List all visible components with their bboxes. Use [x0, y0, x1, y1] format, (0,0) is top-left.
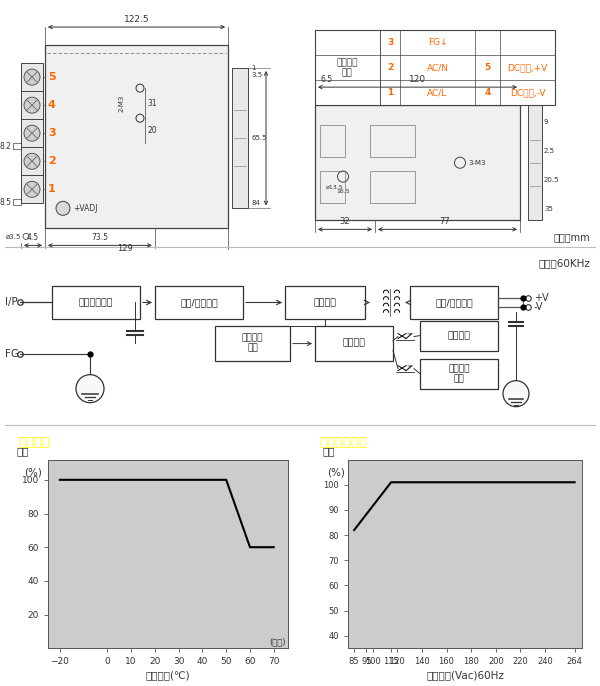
Text: 4: 4 — [484, 88, 491, 97]
Bar — [215, 326, 290, 361]
Bar — [21, 91, 43, 119]
Text: AC/N: AC/N — [427, 63, 449, 72]
Bar — [315, 30, 555, 105]
Bar — [320, 125, 345, 157]
Text: 84: 84 — [251, 200, 260, 206]
Text: 16.5: 16.5 — [336, 189, 350, 193]
Text: 端子接續
說明: 端子接續 說明 — [336, 58, 358, 78]
Text: 32: 32 — [340, 217, 350, 226]
Text: +VADJ: +VADJ — [73, 204, 97, 213]
Text: 4.5: 4.5 — [27, 233, 39, 242]
Text: 切換電路: 切換電路 — [314, 298, 337, 307]
Text: 2.5: 2.5 — [544, 148, 555, 154]
Bar — [285, 287, 365, 318]
Text: +V: +V — [534, 293, 548, 303]
Bar — [420, 320, 498, 351]
Circle shape — [24, 181, 40, 198]
Text: 控制電路: 控制電路 — [343, 339, 365, 348]
Bar — [320, 171, 345, 203]
Text: 整流/濾波回路: 整流/濾波回路 — [180, 298, 218, 307]
Bar — [45, 45, 228, 228]
Text: DC輸出,-V: DC輸出,-V — [510, 88, 545, 97]
Text: 5: 5 — [48, 72, 56, 82]
Bar — [315, 326, 393, 361]
Text: 電抗濾波回路: 電抗濾波回路 — [79, 298, 113, 307]
Text: FG: FG — [5, 348, 19, 359]
Text: 過壓保護
電路: 過壓保護 電路 — [448, 364, 470, 383]
Text: 負載: 負載 — [322, 446, 335, 456]
Text: 靜態特性曲線: 靜態特性曲線 — [320, 436, 368, 449]
Text: (%): (%) — [327, 467, 345, 477]
Text: 31: 31 — [147, 99, 157, 108]
Circle shape — [76, 375, 104, 403]
Text: ø3.5: ø3.5 — [5, 233, 21, 239]
Text: 65.5: 65.5 — [251, 135, 266, 141]
Text: 3.5: 3.5 — [251, 72, 262, 78]
Circle shape — [24, 69, 40, 85]
Text: 35: 35 — [544, 206, 553, 212]
Text: AC/L: AC/L — [427, 88, 448, 97]
Text: 8.2: 8.2 — [0, 142, 11, 151]
Text: 尺寸：mm: 尺寸：mm — [553, 233, 590, 242]
Text: I/P: I/P — [5, 298, 18, 307]
Text: 被測電路: 被測電路 — [448, 331, 470, 340]
X-axis label: 環境溫度(℃): 環境溫度(℃) — [146, 670, 190, 681]
Bar — [315, 105, 520, 220]
Text: 20.5: 20.5 — [544, 177, 560, 183]
Bar — [370, 125, 415, 157]
Text: 6.5: 6.5 — [321, 75, 333, 84]
Text: 8.5: 8.5 — [0, 198, 11, 206]
Text: -V: -V — [534, 303, 544, 312]
Bar — [21, 119, 43, 147]
Text: 20: 20 — [147, 126, 157, 134]
Text: (%): (%) — [24, 467, 42, 477]
Bar — [21, 175, 43, 203]
Text: 3: 3 — [387, 38, 393, 47]
Text: 122.5: 122.5 — [124, 15, 149, 24]
Circle shape — [24, 97, 40, 113]
Bar — [21, 147, 43, 175]
Text: 1: 1 — [48, 185, 56, 194]
Text: 2-M3: 2-M3 — [119, 95, 125, 112]
Text: 整流/濾波電路: 整流/濾波電路 — [435, 298, 473, 307]
Text: DC輸出,+V: DC輸出,+V — [508, 63, 548, 72]
Text: 2: 2 — [48, 156, 56, 166]
Bar — [410, 287, 498, 318]
Text: 過載保護
電路: 過載保護 電路 — [242, 333, 263, 353]
Bar — [155, 287, 243, 318]
Bar — [13, 143, 21, 150]
Text: 頻率：60KHz: 頻率：60KHz — [538, 259, 590, 268]
Bar — [13, 200, 21, 205]
Text: 120: 120 — [409, 75, 426, 84]
Text: 2: 2 — [387, 63, 393, 72]
Bar — [420, 359, 498, 389]
Text: 3: 3 — [48, 128, 56, 138]
Text: 3-M3: 3-M3 — [468, 160, 485, 166]
Text: 129: 129 — [116, 244, 133, 253]
Text: 負載: 負載 — [17, 446, 29, 456]
Text: 減額曲線: 減額曲線 — [19, 436, 50, 449]
Text: 77: 77 — [440, 217, 451, 226]
Bar — [370, 171, 415, 203]
Text: 5: 5 — [484, 63, 491, 72]
X-axis label: 輸入電壓(Vac)60Hz: 輸入電壓(Vac)60Hz — [426, 670, 504, 681]
Circle shape — [56, 201, 70, 215]
Circle shape — [503, 381, 529, 407]
Text: 1: 1 — [251, 65, 256, 71]
Text: 73.5: 73.5 — [91, 233, 109, 242]
Circle shape — [24, 126, 40, 141]
Text: 1: 1 — [387, 88, 393, 97]
Bar — [21, 63, 43, 91]
Bar — [232, 68, 248, 209]
Text: (水平): (水平) — [269, 637, 286, 647]
Text: 9: 9 — [544, 119, 548, 126]
Circle shape — [24, 153, 40, 169]
Bar — [528, 105, 542, 220]
Text: 4: 4 — [48, 100, 56, 110]
Text: ø13.5: ø13.5 — [326, 185, 344, 189]
Text: FG↓: FG↓ — [428, 38, 448, 47]
Bar — [52, 287, 140, 318]
